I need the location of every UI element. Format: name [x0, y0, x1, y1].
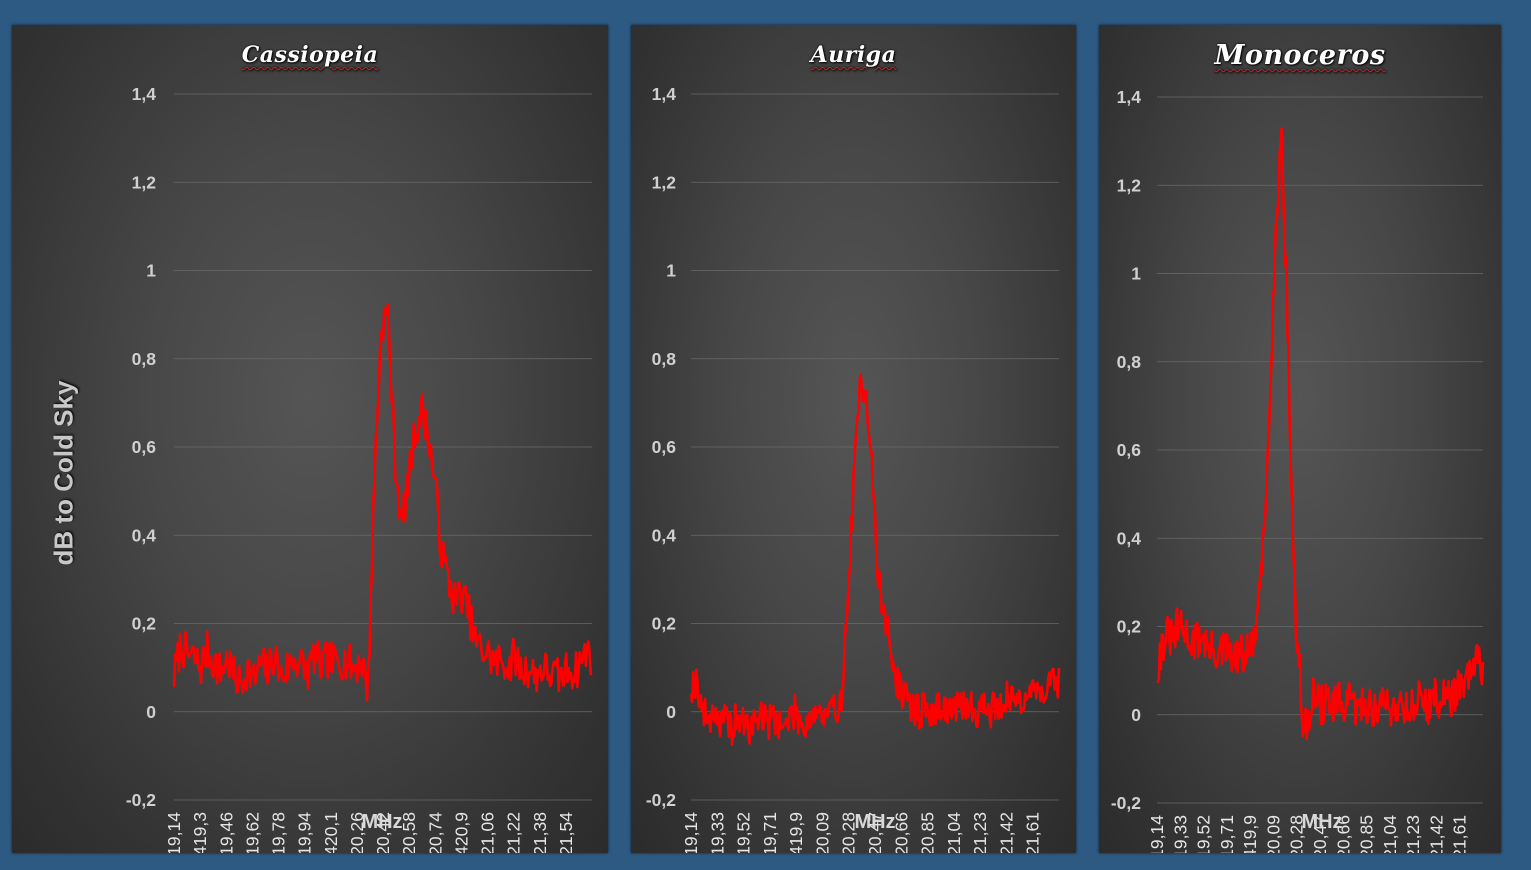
x-tick-label: 1419,52	[1194, 815, 1214, 853]
y-tick-label: -0,2	[646, 790, 676, 810]
x-tick-label: 1421,42	[1426, 815, 1446, 853]
x-tick-label: 1420,09	[812, 812, 832, 853]
x-tick-label: 1421,04	[944, 812, 964, 853]
y-tick-label: 0	[1131, 705, 1141, 725]
x-tick-label: 1420,09	[1263, 815, 1283, 853]
y-tick-label: 0,2	[132, 614, 157, 634]
x-tick-label: 1419,9	[786, 812, 806, 853]
x-tick-label: 1421,23	[1403, 815, 1423, 853]
gridlines	[174, 93, 592, 801]
y-tick-label: 0,4	[652, 525, 677, 545]
series-line	[689, 373, 1061, 747]
chart-title-auriga: Auriga	[810, 42, 897, 68]
y-tick-label: 0,6	[652, 437, 677, 457]
chart-title-cassiopeia: Cassiopeia	[241, 42, 379, 68]
x-tick-label: 1420,1	[321, 812, 341, 853]
x-tick-label: 1420,26	[347, 812, 367, 853]
x-tick-label: 1419,71	[1217, 815, 1237, 853]
y-tick-label: 1,4	[1117, 87, 1142, 107]
y-tick-label: 0,6	[1117, 440, 1142, 460]
y-tick-label: 0,8	[1117, 352, 1142, 372]
chart-panel-cassiopeia: -0,2 0 0,2 0,4 0,6 0,8 1 1,2 1,4 1419,14 1419,3 141…	[12, 25, 608, 853]
y-tick-label: 1,2	[652, 172, 677, 192]
chart-panel-monoceros: -0,2 0 0,2 0,4 0,6 0,8 1 1,2 1,4 1419,14 1419,33 14…	[1099, 25, 1501, 853]
x-tick-labels: 1419,14 1419,33 1419,52 1419,71 1419,9 1420,0…	[681, 812, 1043, 853]
x-tick-label: 1421,23	[970, 812, 990, 853]
x-tick-label: 1420,85	[918, 812, 938, 853]
x-tick-label: 1420,42	[373, 812, 393, 853]
x-tick-label: 1420,28	[1287, 815, 1307, 853]
x-tick-label: 1420,66	[1333, 815, 1353, 853]
x-tick-label: 1421,38	[530, 812, 550, 853]
gridlines	[1157, 96, 1483, 804]
x-tick-labels: 1419,14 1419,33 1419,52 1419,71 1419,9 1420,0…	[1147, 815, 1470, 853]
x-tick-label: 1420,28	[839, 812, 859, 853]
y-tick-labels: -0,2 0 0,2 0,4 0,6 0,8 1 1,2 1,4	[646, 84, 676, 810]
x-tick-label: 1419,78	[269, 812, 289, 853]
chart-title-monoceros: Monoceros	[1214, 40, 1386, 71]
series-line	[172, 302, 593, 702]
y-axis-label: dB to Cold Sky	[48, 380, 79, 566]
chart-panel-auriga: -0,2 0 0,2 0,4 0,6 0,8 1 1,2 1,4 1419,14 1419,33 14…	[631, 25, 1076, 853]
gridlines	[691, 93, 1059, 801]
x-tick-label: 1421,42	[996, 812, 1016, 853]
y-tick-label: 1	[666, 261, 676, 281]
x-tick-label: 1419,14	[681, 812, 701, 853]
x-axis-label: MHz	[361, 811, 402, 833]
y-tick-label: 1,4	[132, 84, 157, 104]
y-tick-label: 0,8	[132, 349, 157, 369]
x-tick-label: 1420,58	[399, 812, 419, 853]
y-tick-label: 1	[146, 261, 156, 281]
x-tick-label: 1419,62	[242, 812, 262, 853]
x-tick-label: 1420,74	[425, 812, 445, 853]
x-tick-label: 1421,54	[556, 812, 576, 853]
series-line	[1155, 127, 1485, 741]
x-tick-label: 1421,61	[1450, 815, 1470, 853]
y-tick-label: -0,2	[126, 790, 156, 810]
y-tick-label: -0,2	[1111, 793, 1141, 813]
x-tick-labels: 1419,14 1419,3 1419,46 1419,62 1419,78 1419,9…	[164, 812, 576, 853]
y-tick-label: 0,6	[132, 437, 157, 457]
x-tick-label: 1419,14	[164, 812, 184, 853]
x-axis-label: MHz	[854, 811, 895, 833]
x-tick-label: 1419,46	[216, 812, 236, 853]
y-tick-label: 0	[146, 702, 156, 722]
y-tick-label: 1	[1131, 264, 1141, 284]
x-tick-label: 1419,94	[295, 812, 315, 853]
y-tick-labels: -0,2 0 0,2 0,4 0,6 0,8 1 1,2 1,4	[126, 84, 156, 810]
x-tick-label: 1419,9	[1240, 815, 1260, 853]
y-tick-label: 1,2	[1117, 175, 1142, 195]
x-tick-label: 1420,66	[891, 812, 911, 853]
x-tick-label: 1420,9	[451, 812, 471, 853]
x-axis-label: MHz	[1301, 811, 1342, 833]
x-tick-label: 1421,04	[1380, 815, 1400, 853]
x-tick-label: 1419,3	[190, 812, 210, 853]
y-tick-label: 1,4	[652, 84, 677, 104]
y-tick-label: 0,4	[1117, 528, 1142, 548]
y-tick-label: 0	[666, 702, 676, 722]
x-tick-label: 1421,22	[504, 812, 524, 853]
x-tick-label: 1419,14	[1147, 815, 1167, 853]
x-tick-label: 1419,33	[1170, 815, 1190, 853]
y-tick-labels: -0,2 0 0,2 0,4 0,6 0,8 1 1,2 1,4	[1111, 87, 1141, 813]
y-tick-label: 0,8	[652, 349, 677, 369]
x-tick-label: 1421,06	[478, 812, 498, 853]
x-tick-label: 1420,47	[865, 812, 885, 853]
y-tick-label: 0,2	[652, 614, 677, 634]
x-tick-label: 1421,61	[1023, 812, 1043, 853]
y-tick-label: 0,4	[132, 525, 157, 545]
x-tick-label: 1419,33	[707, 812, 727, 853]
x-tick-label: 1419,52	[734, 812, 754, 853]
y-tick-label: 0,2	[1117, 617, 1142, 637]
y-tick-label: 1,2	[132, 172, 157, 192]
x-tick-label: 1420,47	[1310, 815, 1330, 853]
x-tick-label: 1419,71	[760, 812, 780, 853]
x-tick-label: 1420,85	[1357, 815, 1377, 853]
